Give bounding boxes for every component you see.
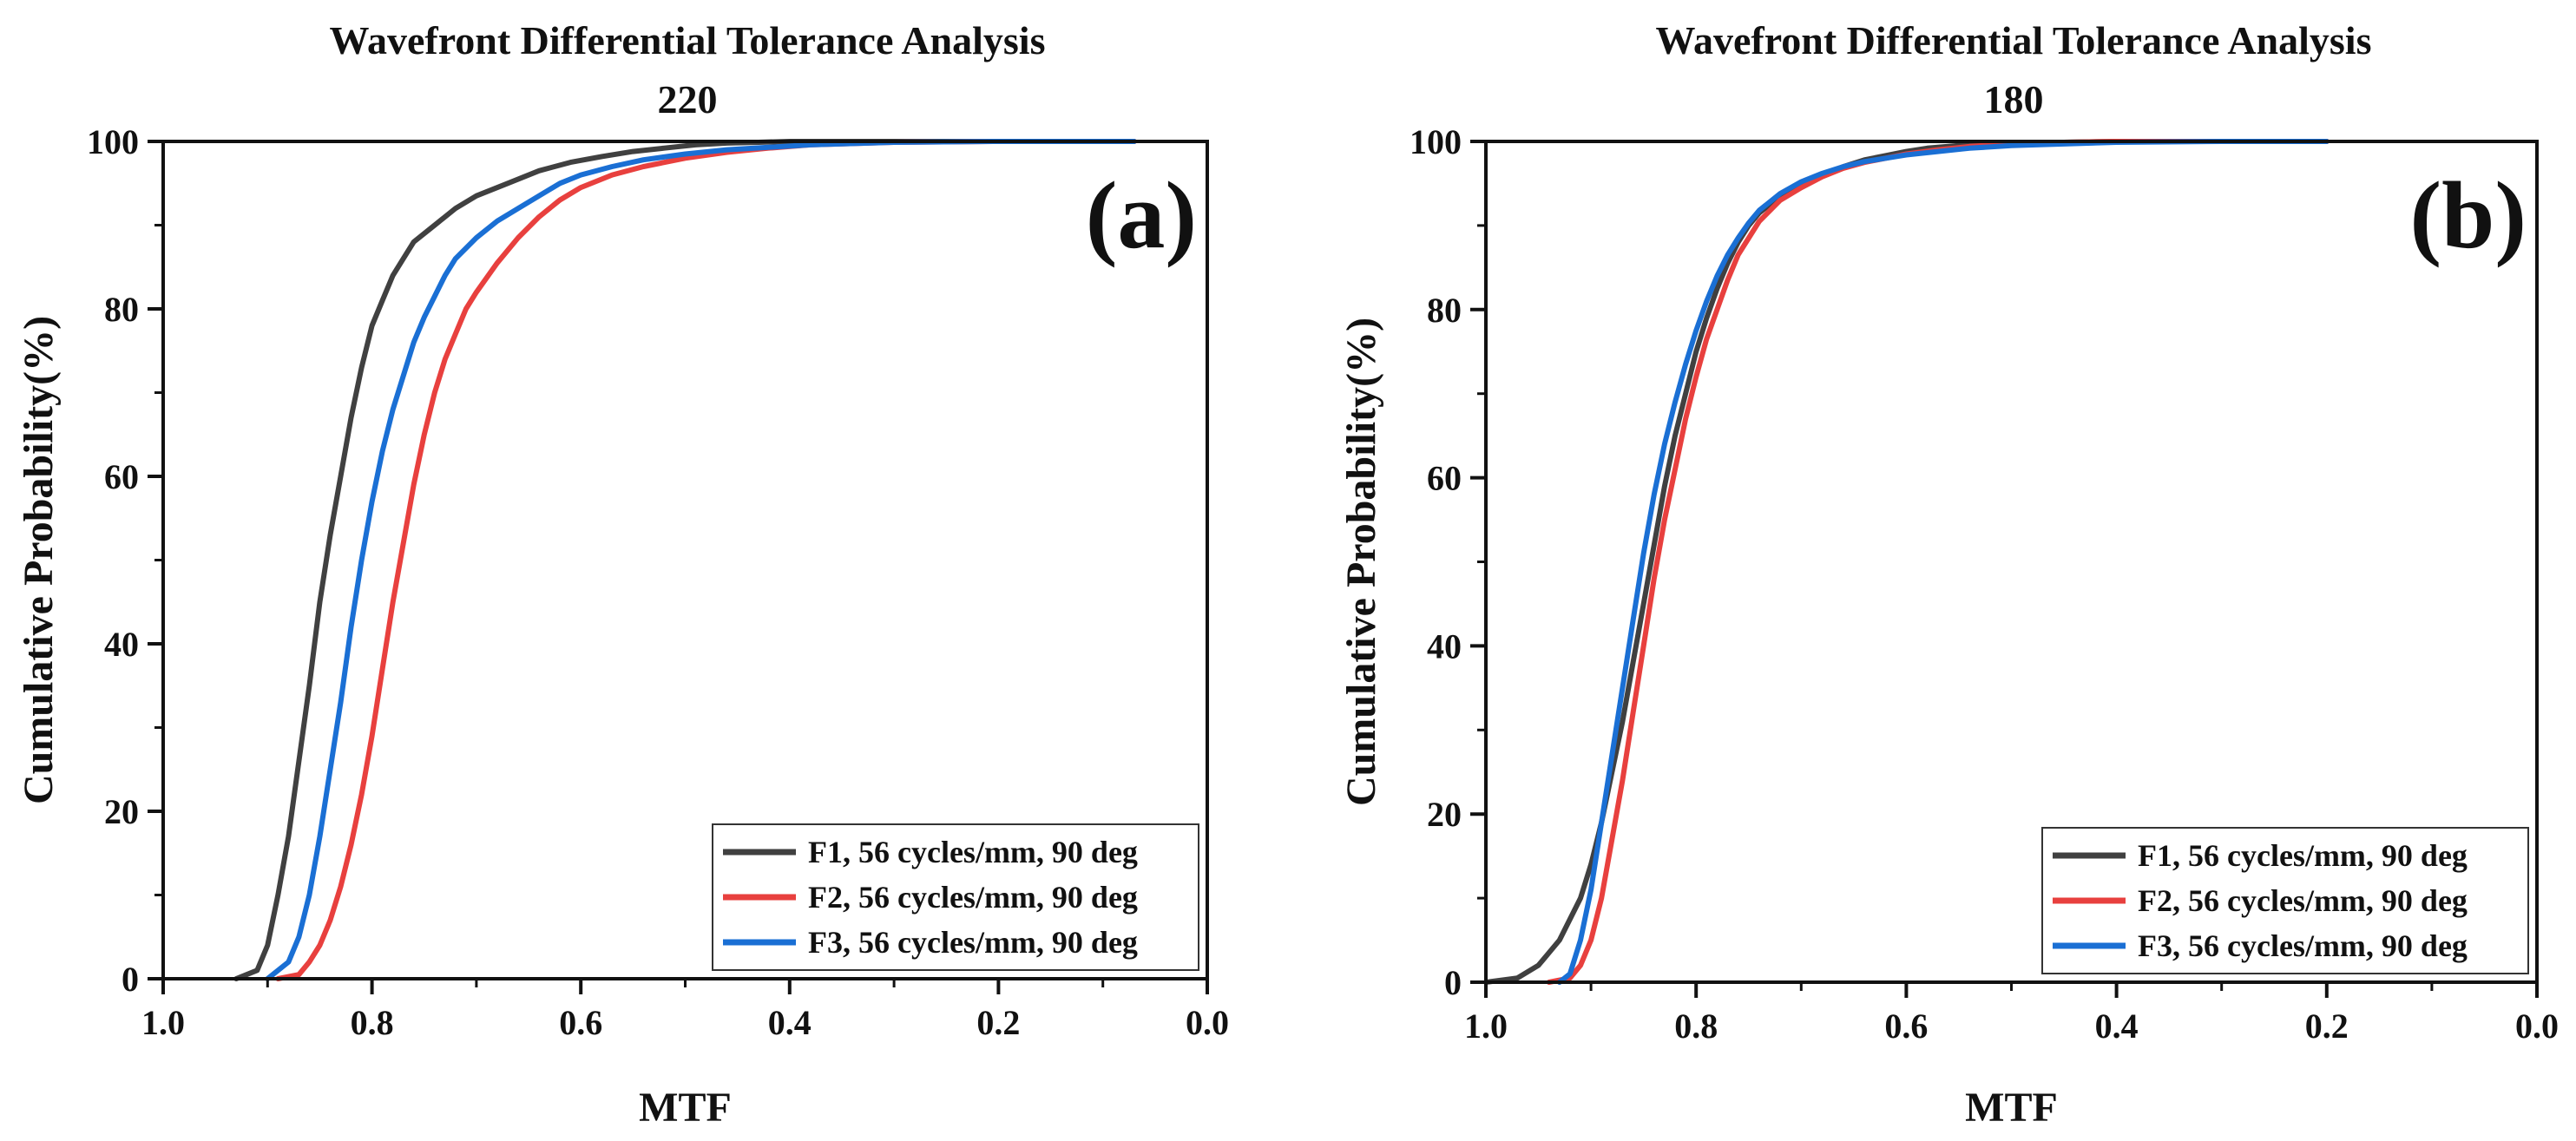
x-tick-label: 1.0 bbox=[141, 1003, 185, 1042]
chart-panel-a: Wavefront Differential Tolerance Analysi… bbox=[16, 18, 1229, 1131]
x-tick-label: 0.2 bbox=[2305, 1007, 2349, 1046]
chart-subtitle: 220 bbox=[658, 77, 718, 121]
series-group bbox=[1486, 139, 2330, 985]
y-tick-label: 100 bbox=[1410, 122, 1462, 161]
legend-entry: F2, 56 cycles/mm, 90 deg bbox=[2138, 883, 2468, 918]
x-tick-label: 1.0 bbox=[1464, 1007, 1508, 1046]
x-tick-label: 0.6 bbox=[1884, 1007, 1928, 1046]
x-tick-label: 0.0 bbox=[1186, 1003, 1229, 1042]
y-tick-label: 100 bbox=[87, 122, 139, 161]
series-line-f2 bbox=[275, 139, 1137, 981]
y-tick-label: 0 bbox=[1444, 963, 1462, 1002]
legend-entry: F1, 56 cycles/mm, 90 deg bbox=[2138, 838, 2468, 873]
x-tick-label: 0.8 bbox=[351, 1003, 394, 1042]
panel-label: (b) bbox=[2410, 162, 2527, 268]
y-tick-label: 20 bbox=[1427, 795, 1462, 834]
y-tick-label: 40 bbox=[104, 625, 139, 664]
y-axis-label: Cumulative Probability(%) bbox=[1338, 318, 1384, 806]
legend-entry: F3, 56 cycles/mm, 90 deg bbox=[2138, 928, 2468, 963]
series-line-f3 bbox=[1556, 139, 2330, 985]
legend: F1, 56 cycles/mm, 90 deg F2, 56 cycles/mm… bbox=[712, 823, 1199, 971]
x-axis-label: MTF bbox=[1965, 1085, 2058, 1131]
y-tick-label: 80 bbox=[104, 290, 139, 329]
chart-title: Wavefront Differential Tolerance Analysi… bbox=[1656, 18, 2372, 62]
x-tick-label: 0.8 bbox=[1674, 1007, 1718, 1046]
x-tick-label: 0.0 bbox=[2515, 1007, 2559, 1046]
x-tick-label: 0.4 bbox=[2095, 1007, 2139, 1046]
series-group bbox=[233, 139, 1137, 981]
y-tick-label: 80 bbox=[1427, 291, 1462, 330]
y-tick-label: 60 bbox=[1427, 459, 1462, 498]
x-tick-label: 0.2 bbox=[976, 1003, 1020, 1042]
series-line-f1 bbox=[233, 139, 1137, 981]
legend: F1, 56 cycles/mm, 90 deg F2, 56 cycles/mm… bbox=[2041, 827, 2529, 974]
chart-title: Wavefront Differential Tolerance Analysi… bbox=[330, 18, 1046, 62]
legend-entry: F1, 56 cycles/mm, 90 deg bbox=[808, 835, 1138, 869]
panel-label: (a) bbox=[1086, 162, 1197, 268]
x-axis-label: MTF bbox=[639, 1085, 732, 1131]
legend-entry: F3, 56 cycles/mm, 90 deg bbox=[808, 925, 1138, 960]
x-tick-label: 0.6 bbox=[559, 1003, 602, 1042]
y-tick-label: 20 bbox=[104, 792, 139, 831]
legend-entry: F2, 56 cycles/mm, 90 deg bbox=[808, 880, 1138, 915]
x-tick-label: 0.4 bbox=[768, 1003, 812, 1042]
chart-panel-b: Wavefront Differential Tolerance Analysi… bbox=[1338, 18, 2559, 1131]
y-tick-label: 0 bbox=[122, 960, 139, 999]
y-tick-label: 60 bbox=[104, 457, 139, 496]
y-axis-label: Cumulative Probability(%) bbox=[16, 316, 62, 804]
y-tick-label: 40 bbox=[1427, 626, 1462, 666]
series-line-f3 bbox=[265, 139, 1137, 981]
chart-subtitle: 180 bbox=[1984, 77, 2044, 121]
